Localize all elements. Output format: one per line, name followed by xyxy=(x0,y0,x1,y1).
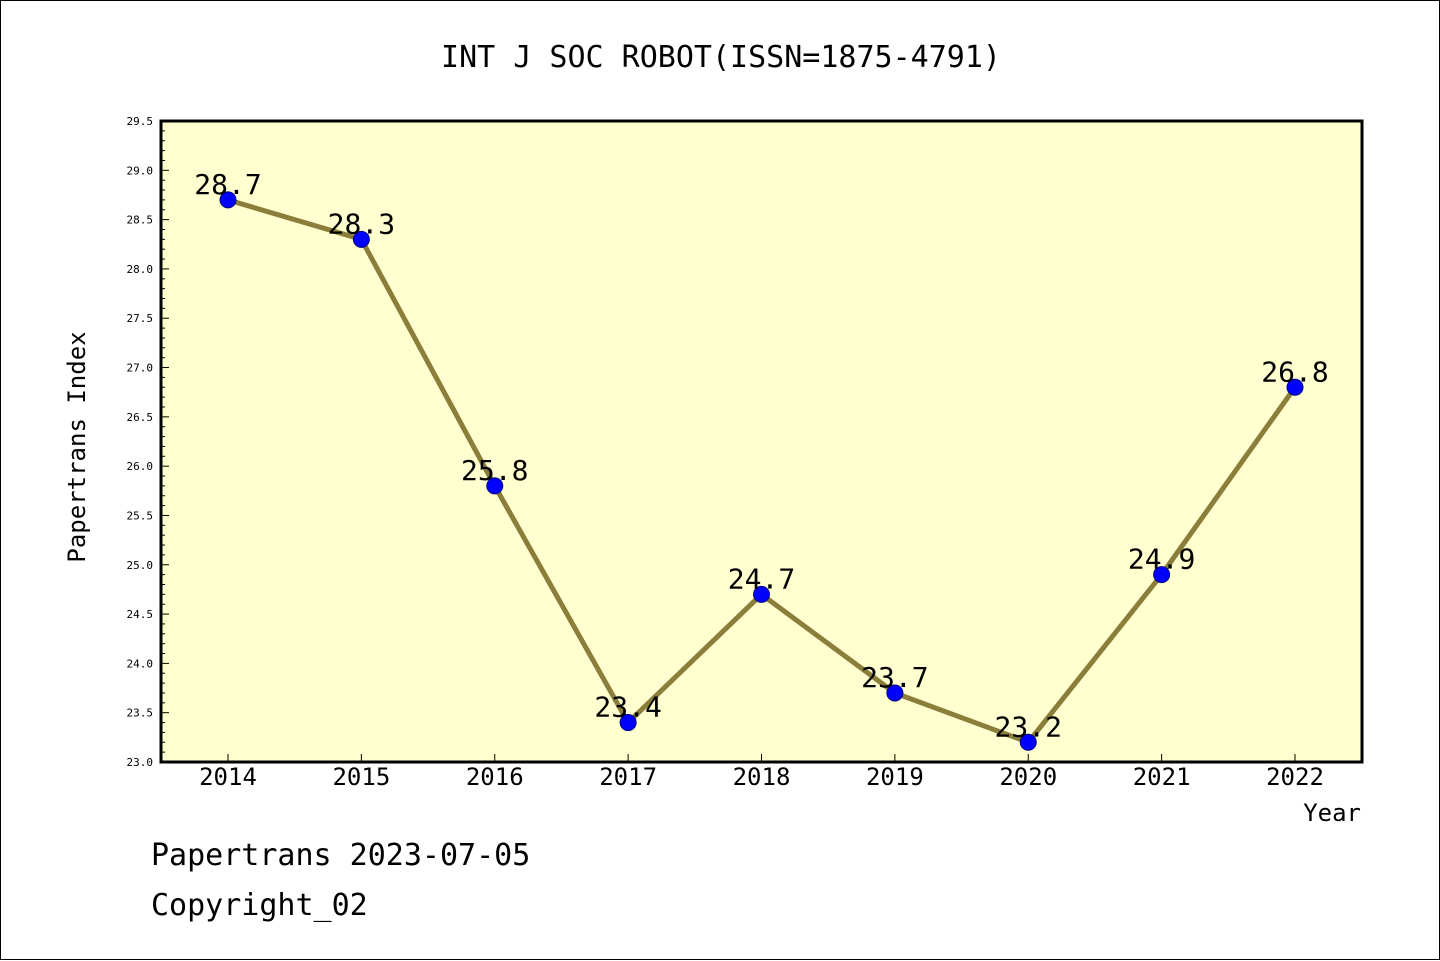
data-label: 23.2 xyxy=(995,710,1062,743)
y-tick-label: 28.0 xyxy=(127,263,154,276)
y-tick-label: 25.5 xyxy=(127,509,154,522)
data-label: 23.4 xyxy=(594,691,661,724)
x-axis: 2014 2015 2016 2017 2018 2019 2020 2021 2022 xyxy=(199,754,1324,791)
data-label: 28.7 xyxy=(194,168,261,201)
x-tick-label: 2021 xyxy=(1133,763,1191,791)
x-tick-label: 2014 xyxy=(199,763,257,791)
data-label: 26.8 xyxy=(1261,355,1328,388)
x-tick-label: 2020 xyxy=(999,763,1057,791)
footer-copyright: Copyright_02 xyxy=(151,888,368,923)
y-tick-label: 24.5 xyxy=(127,608,154,621)
y-axis: 23.0 23.5 24.0 24.5 25.0 25.5 26.0 26.5 27.0 27.5… xyxy=(127,115,169,769)
x-tick-label: 2018 xyxy=(733,763,791,791)
y-tick-label: 26.0 xyxy=(127,460,154,473)
y-axis-label: Papertrans Index xyxy=(63,331,91,562)
x-tick-label: 2019 xyxy=(866,763,924,791)
y-tick-label: 29.0 xyxy=(127,164,154,177)
x-tick-label: 2016 xyxy=(466,763,524,791)
data-point xyxy=(619,714,637,732)
x-tick-label: 2017 xyxy=(599,763,657,791)
data-point xyxy=(352,230,370,248)
x-tick-label: 2015 xyxy=(332,763,390,791)
data-label: 23.7 xyxy=(861,661,928,694)
data-labels: 28.7 28.3 25.8 23.4 24.7 23.7 23.2 24.9 26.8 xyxy=(194,168,1328,743)
y-tick-label: 24.0 xyxy=(127,657,154,670)
y-tick-label: 26.5 xyxy=(127,411,154,424)
data-point xyxy=(219,191,237,209)
chart-title: INT J SOC ROBOT(ISSN=1875-4791) xyxy=(441,40,1001,75)
footer-source: Papertrans 2023-07-05 xyxy=(151,838,530,873)
y-tick-label: 25.0 xyxy=(127,559,154,572)
data-point xyxy=(1019,733,1037,751)
x-tick-label: 2022 xyxy=(1266,763,1324,791)
plot-border xyxy=(159,119,1364,764)
data-label: 24.9 xyxy=(1128,543,1195,576)
y-tick-label: 27.5 xyxy=(127,312,154,325)
data-label: 28.3 xyxy=(328,207,395,240)
data-point xyxy=(486,477,504,495)
data-point xyxy=(886,684,904,702)
data-point xyxy=(753,585,770,603)
y-tick-label: 29.5 xyxy=(127,115,154,128)
plot-area xyxy=(161,121,1362,762)
y-tick-label: 28.5 xyxy=(127,214,154,227)
x-axis-label: Year xyxy=(1303,799,1361,827)
data-series xyxy=(219,191,1304,751)
data-point xyxy=(1153,566,1171,584)
y-tick-label: 23.0 xyxy=(127,756,154,769)
data-label: 24.7 xyxy=(728,562,795,595)
data-label: 25.8 xyxy=(461,454,528,487)
data-point xyxy=(1286,378,1304,396)
y-tick-label: 27.0 xyxy=(127,362,154,375)
y-tick-label: 23.5 xyxy=(127,707,154,720)
